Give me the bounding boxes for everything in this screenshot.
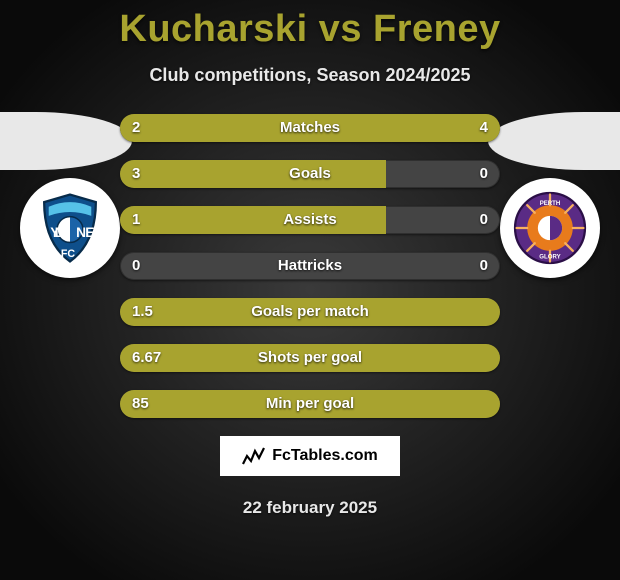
svg-text:GLORY: GLORY [539, 253, 560, 260]
page-title: Kucharski vs Freney [0, 0, 620, 51]
stat-row: Shots per goal6.67 [120, 344, 500, 372]
stat-row: Goals3 0 [120, 160, 500, 188]
stat-label: Goals [120, 160, 500, 188]
stat-value-left: 6.67 [132, 344, 161, 372]
footer-date: 22 february 2025 [0, 498, 620, 518]
stat-row: Hattricks0 0 [120, 252, 500, 280]
stat-value-left: 1 [132, 206, 140, 234]
stat-label: Goals per match [120, 298, 500, 326]
page-subtitle: Club competitions, Season 2024/2025 [0, 65, 620, 86]
stat-value-left: 1.5 [132, 298, 153, 326]
stat-value-right: 0 [480, 160, 488, 188]
fctables-wave-icon [242, 446, 266, 466]
stat-value-left: 0 [132, 252, 140, 280]
stat-row: Assists1 0 [120, 206, 500, 234]
perth-glory-icon: PERTH GLORY [512, 190, 588, 266]
stat-label: Assists [120, 206, 500, 234]
stat-value-left: 3 [132, 160, 140, 188]
stat-value-right: 4 [480, 114, 488, 142]
player-silhouette-bg-right [488, 112, 620, 170]
site-logo-text: FcTables.com [272, 447, 378, 465]
team-crest-right: PERTH GLORY [500, 178, 600, 278]
stats-container: Matches24Goals30Assists10Hattricks00Goal… [120, 114, 500, 418]
stat-label: Min per goal [120, 390, 500, 418]
stat-value-right: 0 [480, 252, 488, 280]
stat-label: Hattricks [120, 252, 500, 280]
stat-row: Min per goal85 [120, 390, 500, 418]
stat-value-left: 85 [132, 390, 149, 418]
stat-label: Matches [120, 114, 500, 142]
stat-value-right: 0 [480, 206, 488, 234]
svg-text:E: E [85, 225, 94, 240]
sydney-fc-icon: Y D N E FC [32, 190, 108, 266]
team-crest-left: Y D N E FC [20, 178, 120, 278]
stat-row: Matches2 4 [120, 114, 500, 142]
svg-text:PERTH: PERTH [540, 200, 561, 207]
stat-value-left: 2 [132, 114, 140, 142]
stat-row: Goals per match1.5 [120, 298, 500, 326]
player-silhouette-bg-left [0, 112, 132, 170]
stat-label: Shots per goal [120, 344, 500, 372]
site-logo[interactable]: FcTables.com [220, 436, 400, 476]
svg-text:D: D [55, 225, 65, 240]
svg-text:FC: FC [61, 248, 75, 260]
